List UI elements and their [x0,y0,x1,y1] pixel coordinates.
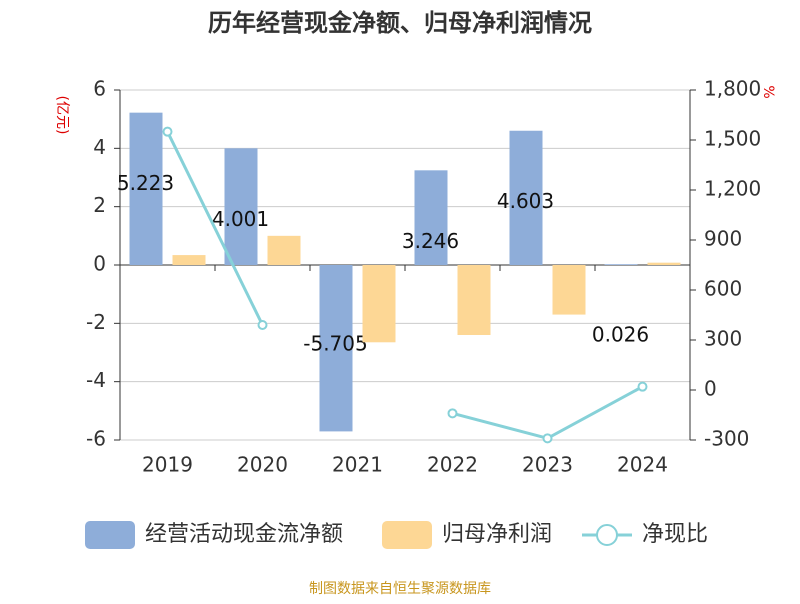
data-label: 0.026 [592,323,649,347]
line-point [447,408,458,419]
line-series [452,385,644,440]
bar [552,265,586,315]
y-tick-label: 0 [93,252,106,276]
x-tick-label: 2023 [522,453,573,477]
y2-tick-label: 600 [704,277,742,301]
bar [457,265,491,335]
bar [414,170,448,265]
bar [509,130,543,265]
data-label: 4.603 [497,189,554,213]
legend-swatch [85,521,135,549]
data-label: 5.223 [117,171,174,195]
x-tick-label: 2022 [427,453,478,477]
data-label: 4.001 [212,207,269,231]
bar [319,265,353,432]
data-label: 3.246 [402,229,459,253]
line-series [166,131,264,326]
x-tick-label: 2020 [237,453,288,477]
bar [224,148,258,265]
x-tick-label: 2021 [332,453,383,477]
line-point [542,433,553,444]
line-point [637,381,648,392]
y-tick-label: 2 [93,193,106,217]
bar [267,235,301,265]
chart-title: 历年经营现金净额、归母净利润情况 [208,9,592,37]
line-point [162,126,173,137]
y-tick-label: -6 [86,427,106,451]
y-tick-label: 6 [93,77,106,101]
bar [172,255,206,265]
data-label: -5.705 [303,332,367,356]
y2-axis-label: % [760,85,776,98]
y-tick-label: 4 [93,135,106,159]
y-tick-label: -4 [86,368,106,392]
legend-label: 经营活动现金流净额 [145,522,343,547]
bar [129,112,163,265]
y-axis-label: (亿元) [54,96,70,135]
bar [647,262,681,265]
legend-label: 净现比 [642,522,708,547]
y2-tick-label: 1,500 [704,127,761,151]
x-tick-label: 2019 [142,453,193,477]
legend-label: 归母净利润 [442,522,552,547]
y2-tick-label: 1,800 [704,77,761,101]
source-note: 制图数据来自恒生聚源数据库 [309,581,491,597]
y2-tick-label: 0 [704,377,717,401]
bar [604,264,638,265]
legend-swatch [382,521,432,549]
y2-tick-label: -300 [704,427,749,451]
x-tick-label: 2024 [617,453,668,477]
y2-tick-label: 300 [704,327,742,351]
y2-tick-label: 900 [704,227,742,251]
bar [362,265,396,343]
y2-tick-label: 1,200 [704,177,761,201]
line-point [257,320,268,330]
y-tick-label: -2 [86,310,106,334]
legend-swatch [596,524,618,546]
